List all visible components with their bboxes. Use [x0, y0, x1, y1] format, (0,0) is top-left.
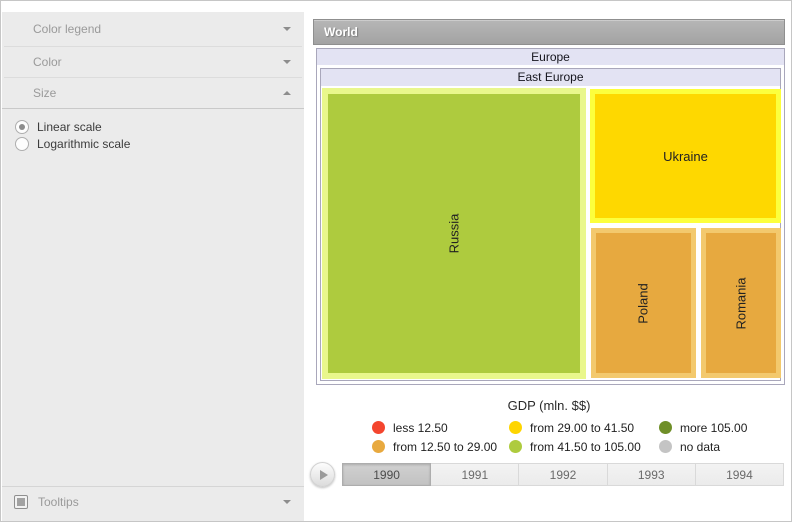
treemap-root-label: World — [324, 25, 358, 39]
legend-swatch-orange — [372, 440, 385, 453]
radio-logarithmic-scale-label: Logarithmic scale — [37, 136, 131, 151]
play-icon — [319, 469, 328, 480]
chevron-down-icon — [283, 500, 291, 504]
cell-label: Russia — [446, 213, 462, 254]
legend-item: more 105.00 — [659, 418, 789, 437]
treemap-cell-russia[interactable]: Russia — [322, 88, 586, 379]
legend-item: less 12.50 — [372, 418, 509, 437]
legend: less 12.50 from 29.00 to 41.50 more 105.… — [372, 418, 789, 456]
year-button-1990[interactable]: 1990 — [342, 463, 432, 486]
sidebar: Color legend Color Size Linear scale Log… — [2, 12, 304, 521]
year-button-1993[interactable]: 1993 — [607, 463, 696, 486]
legend-item: from 41.50 to 105.00 — [509, 437, 659, 456]
size-scale-options: Linear scale Logarithmic scale — [2, 109, 304, 162]
divider — [4, 46, 302, 47]
panel-size-label: Size — [33, 86, 57, 100]
panel-color-legend[interactable]: Color legend — [2, 12, 304, 46]
legend-item: from 12.50 to 29.00 — [372, 437, 509, 456]
cell-label: Poland — [635, 282, 651, 324]
legend-item: from 29.00 to 41.50 — [509, 418, 659, 437]
year-button-1991[interactable]: 1991 — [431, 463, 520, 486]
play-button[interactable] — [310, 462, 335, 487]
treemap-subgroup-header-east-europe[interactable]: East Europe — [321, 69, 780, 86]
legend-item-label: less 12.50 — [393, 420, 448, 435]
treemap-root-header[interactable]: World — [313, 19, 785, 45]
legend-swatch-dark-green — [659, 421, 672, 434]
legend-item-label: from 41.50 to 105.00 — [530, 439, 641, 454]
legend-item-label: no data — [680, 439, 721, 454]
cell-label: Ukraine — [663, 148, 708, 164]
legend-swatch-red — [372, 421, 385, 434]
radio-linear-scale[interactable]: Linear scale — [15, 118, 304, 135]
radio-logarithmic-scale[interactable]: Logarithmic scale — [15, 135, 304, 152]
cell-label: Romania — [733, 276, 749, 330]
legend-swatch-light-green — [509, 440, 522, 453]
timeline: 1990 1991 1992 1993 1994 — [342, 463, 785, 486]
legend-item: no data — [659, 437, 789, 456]
tooltips-checkbox[interactable] — [14, 495, 28, 509]
panel-size[interactable]: Size — [2, 78, 304, 108]
radio-selected-icon — [15, 119, 29, 134]
treemap-cells: Russia Ukraine Poland Romania — [321, 87, 781, 380]
year-button-1992[interactable]: 1992 — [519, 463, 608, 486]
radio-unselected-icon — [15, 136, 29, 151]
treemap-subgroup-east-europe: East Europe Russia Ukraine Poland Romani… — [320, 68, 781, 381]
treemap-group-europe: Europe East Europe Russia Ukraine Poland… — [316, 48, 785, 385]
legend-swatch-yellow — [509, 421, 522, 434]
panel-color-legend-label: Color legend — [33, 22, 102, 36]
divider — [2, 108, 304, 109]
year-button-1994[interactable]: 1994 — [695, 463, 785, 486]
panel-tooltips-label: Tooltips — [38, 495, 79, 509]
treemap-cell-poland[interactable]: Poland — [591, 228, 696, 378]
legend-item-label: from 29.00 to 41.50 — [530, 420, 635, 435]
panel-color[interactable]: Color — [2, 47, 304, 77]
legend-item-label: from 12.50 to 29.00 — [393, 439, 498, 454]
chevron-up-icon — [283, 91, 291, 95]
legend-title: GDP (mln. $$) — [507, 398, 591, 413]
legend-item-label: more 105.00 — [680, 420, 748, 435]
panel-tooltips[interactable]: Tooltips — [2, 486, 304, 517]
chevron-down-icon — [283, 27, 291, 31]
chevron-down-icon — [283, 60, 291, 64]
treemap-group-header-europe[interactable]: Europe — [317, 49, 784, 65]
panel-color-label: Color — [33, 55, 62, 69]
treemap-cell-ukraine[interactable]: Ukraine — [590, 89, 781, 223]
treemap-cell-romania[interactable]: Romania — [701, 228, 781, 378]
radio-linear-scale-label: Linear scale — [37, 119, 102, 134]
legend-swatch-gray — [659, 440, 672, 453]
divider — [4, 77, 302, 78]
